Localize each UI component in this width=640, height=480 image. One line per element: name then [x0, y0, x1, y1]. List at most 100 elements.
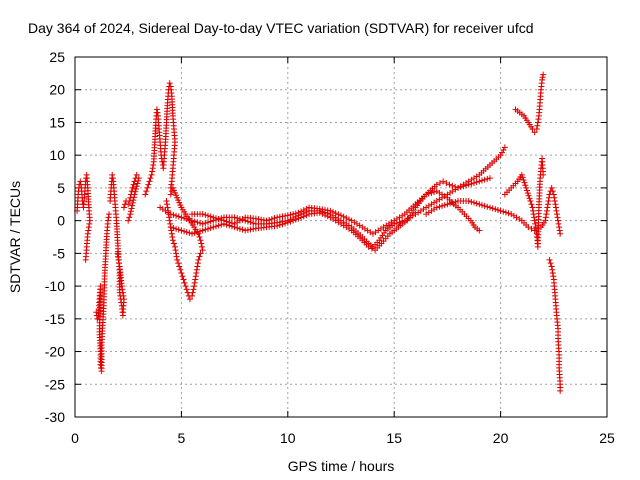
- data-point: [523, 184, 530, 191]
- data-point: [544, 204, 551, 211]
- data-point: [170, 225, 177, 231]
- y-tick-label: 15: [49, 114, 65, 130]
- y-tick-label: -30: [45, 409, 65, 425]
- data-point: [486, 204, 493, 211]
- data-point: [196, 253, 203, 260]
- data-point: [452, 198, 459, 205]
- data-point: [433, 204, 440, 211]
- data-point: [518, 171, 525, 178]
- data-point: [133, 171, 140, 178]
- data-point: [85, 224, 92, 231]
- data-point: [199, 247, 206, 254]
- data-point: [125, 217, 132, 224]
- y-tick-label: 0: [57, 213, 65, 229]
- series-peak-arc: [142, 80, 179, 198]
- data-point: [473, 200, 480, 207]
- chart-title: Day 364 of 2024, Sidereal Day-to-day VTE…: [28, 20, 534, 36]
- data-point: [135, 177, 142, 184]
- data-point: [492, 206, 499, 213]
- data-point: [82, 256, 89, 263]
- data-point: [77, 178, 84, 185]
- data-point: [478, 177, 485, 184]
- y-tick-label: -20: [45, 344, 65, 360]
- data-point: [295, 215, 302, 222]
- data-point: [194, 229, 201, 236]
- data-point: [500, 146, 507, 153]
- data-point: [183, 286, 190, 293]
- data-point: [226, 219, 233, 226]
- data-point: [173, 225, 180, 232]
- data-point: [543, 211, 550, 218]
- data-point: [481, 176, 488, 183]
- data-point: [449, 182, 456, 189]
- data-point: [129, 184, 136, 191]
- data-point: [478, 202, 485, 209]
- data-point: [476, 178, 483, 185]
- data-point: [287, 218, 294, 225]
- data-point: [150, 162, 157, 168]
- series-mid-band-1: [157, 144, 508, 250]
- data-point: [218, 216, 225, 223]
- data-point: [143, 188, 150, 195]
- data-point: [86, 220, 93, 227]
- data-point: [144, 184, 151, 191]
- data-point: [300, 213, 307, 220]
- data-point: [167, 191, 174, 198]
- data-point: [486, 175, 493, 182]
- data-point: [502, 209, 509, 216]
- data-point: [298, 214, 305, 221]
- data-point: [127, 208, 134, 215]
- data-point: [368, 245, 375, 252]
- data-point: [231, 214, 238, 221]
- data-point: [436, 203, 443, 210]
- data-point: [126, 214, 133, 221]
- data-points: [74, 71, 564, 394]
- data-point: [148, 171, 155, 178]
- data-point: [554, 214, 561, 221]
- series-early-arc-d: [120, 171, 142, 224]
- data-point: [175, 213, 182, 220]
- data-point: [205, 212, 211, 219]
- data-point: [279, 221, 286, 228]
- data-point: [548, 184, 555, 191]
- data-point: [202, 211, 209, 218]
- data-point: [292, 210, 299, 217]
- data-point: [190, 286, 197, 293]
- data-point: [531, 129, 538, 136]
- data-point: [197, 237, 204, 244]
- data-point: [298, 208, 305, 215]
- data-point: [115, 256, 122, 263]
- data-point: [142, 191, 149, 198]
- data-point: [455, 184, 462, 191]
- data-point: [468, 198, 475, 205]
- data-point: [114, 250, 121, 257]
- data-point: [116, 263, 123, 270]
- data-point: [457, 184, 464, 191]
- data-point: [109, 175, 116, 182]
- data-point: [497, 152, 504, 159]
- data-point: [494, 207, 501, 213]
- data-point: [195, 256, 202, 263]
- data-point: [546, 256, 553, 263]
- data-point: [500, 208, 507, 215]
- data-point: [525, 224, 532, 231]
- data-point: [173, 250, 180, 257]
- data-point: [526, 195, 533, 202]
- data-point: [164, 201, 171, 208]
- data-point: [167, 224, 174, 231]
- data-point: [544, 201, 551, 208]
- data-point: [198, 240, 205, 247]
- y-tick-label: -25: [45, 376, 65, 392]
- data-point: [189, 292, 196, 299]
- data-point: [282, 220, 289, 227]
- x-tick-label: 15: [386, 430, 402, 446]
- data-point: [340, 213, 347, 220]
- data-point: [186, 229, 193, 236]
- data-point: [266, 216, 273, 223]
- data-point: [194, 260, 201, 267]
- data-point: [109, 171, 116, 178]
- data-point: [481, 202, 488, 209]
- data-point: [147, 175, 154, 182]
- data-point: [199, 220, 206, 227]
- data-point: [489, 205, 496, 212]
